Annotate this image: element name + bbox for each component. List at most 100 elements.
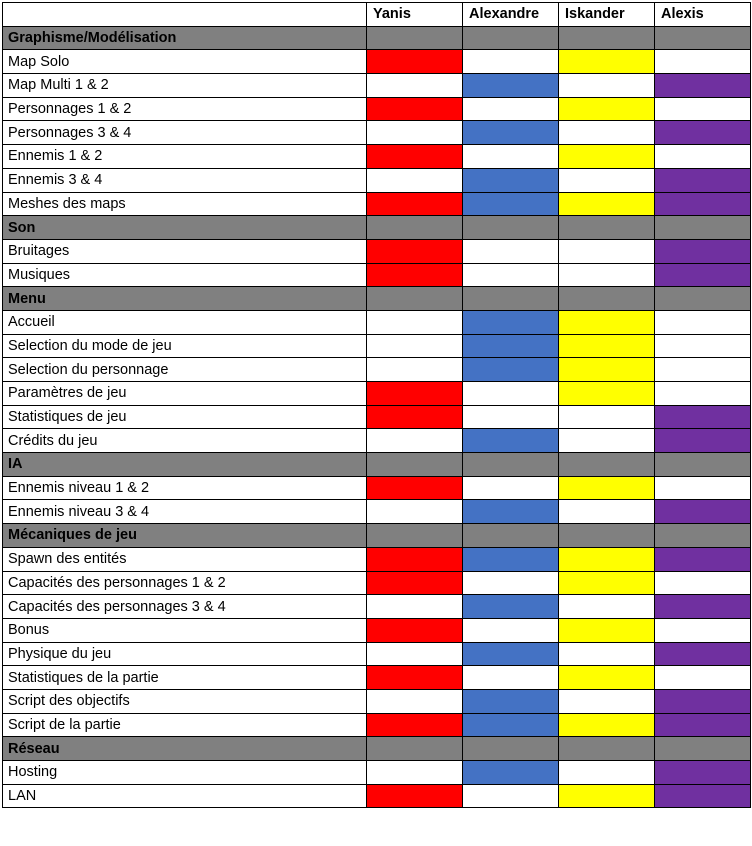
assignment-cell-alexandre (462, 523, 559, 548)
table-row: LAN (2, 783, 751, 809)
assignment-cell-alexandre (462, 167, 559, 193)
task-label: Crédits du jeu (2, 428, 367, 454)
task-label: Selection du mode de jeu (2, 333, 367, 359)
table-body: Graphisme/Modélisation Map Solo Map Multi … (2, 25, 751, 809)
table-row: Spawn des entités (2, 546, 751, 572)
assignment-cell-alexandre (462, 712, 559, 738)
assignment-cell-yanis (366, 712, 463, 738)
assignment-cell-alexis (654, 49, 751, 75)
assignment-cell-alexis (654, 262, 751, 288)
assignment-cell-yanis (366, 594, 463, 619)
assignment-cell-alexandre (462, 215, 559, 240)
assignment-cell-iskander (558, 428, 655, 454)
assignment-cell-alexandre (462, 286, 559, 311)
section-label: Menu (2, 286, 367, 311)
section-row: Son (2, 215, 751, 240)
assignment-cell-alexis (654, 499, 751, 525)
assignment-cell-yanis (366, 73, 463, 98)
assignment-cell-yanis (366, 238, 463, 264)
assignment-cell-yanis (366, 286, 463, 311)
assignment-cell-yanis (366, 120, 463, 146)
task-label: Paramètres de jeu (2, 381, 367, 406)
assignment-cell-yanis (366, 570, 463, 596)
assignment-cell-iskander (558, 546, 655, 572)
section-row: Réseau (2, 736, 751, 761)
assignment-cell-alexandre (462, 665, 559, 690)
assignment-cell-alexandre (462, 452, 559, 477)
assignment-cell-yanis (366, 381, 463, 406)
table-row: Physique du jeu (2, 641, 751, 667)
assignment-cell-yanis (366, 309, 463, 335)
assignment-cell-yanis (366, 665, 463, 690)
task-label: Capacités des personnages 1 & 2 (2, 570, 367, 596)
assignment-cell-iskander (558, 73, 655, 98)
task-label: Capacités des personnages 3 & 4 (2, 594, 367, 619)
table-row: Selection du personnage (2, 357, 751, 382)
task-label: Script des objectifs (2, 688, 367, 714)
table-row: Crédits du jeu (2, 428, 751, 454)
assignment-cell-iskander (558, 452, 655, 477)
assignment-cell-alexis (654, 546, 751, 572)
assignment-cell-alexis (654, 238, 751, 264)
table-row: Meshes des maps (2, 191, 751, 217)
assignment-cell-alexandre (462, 309, 559, 335)
header-alexandre: Alexandre (462, 2, 559, 27)
assignment-cell-alexis (654, 594, 751, 619)
assignment-cell-yanis (366, 333, 463, 359)
assignment-cell-yanis (366, 760, 463, 785)
assignment-cell-alexis (654, 688, 751, 714)
table-row: Accueil (2, 309, 751, 335)
assignment-cell-yanis (366, 736, 463, 761)
header-corner (2, 2, 367, 27)
assignment-cell-iskander (558, 262, 655, 288)
assignment-cell-iskander (558, 712, 655, 738)
assignment-cell-iskander (558, 191, 655, 217)
assignment-cell-yanis (366, 167, 463, 193)
header-row: Yanis Alexandre Iskander Alexis (2, 2, 751, 27)
assignment-cell-iskander (558, 309, 655, 335)
assignment-cell-yanis (366, 25, 463, 51)
assignment-cell-iskander (558, 49, 655, 75)
assignment-cell-alexis (654, 452, 751, 477)
table-row: Personnages 1 & 2 (2, 96, 751, 122)
assignment-cell-alexandre (462, 570, 559, 596)
assignment-cell-alexis (654, 712, 751, 738)
section-label: Son (2, 215, 367, 240)
assignment-cell-iskander (558, 286, 655, 311)
task-label: Physique du jeu (2, 641, 367, 667)
assignment-cell-iskander (558, 215, 655, 240)
task-label: Musiques (2, 262, 367, 288)
table-row: Ennemis niveau 3 & 4 (2, 499, 751, 525)
table-row: Hosting (2, 760, 751, 785)
table-row: Capacités des personnages 3 & 4 (2, 594, 751, 619)
assignment-cell-iskander (558, 404, 655, 430)
section-row: Mécaniques de jeu (2, 523, 751, 548)
table-row: Paramètres de jeu (2, 381, 751, 406)
assignment-cell-alexandre (462, 49, 559, 75)
section-row: Menu (2, 286, 751, 311)
task-label: Hosting (2, 760, 367, 785)
table-row: Ennemis 1 & 2 (2, 144, 751, 169)
assignment-cell-yanis (366, 452, 463, 477)
assignment-cell-iskander (558, 167, 655, 193)
assignment-cell-iskander (558, 238, 655, 264)
assignment-cell-alexis (654, 309, 751, 335)
assignment-cell-yanis (366, 357, 463, 382)
assignment-cell-alexandre (462, 96, 559, 122)
assignment-cell-iskander (558, 688, 655, 714)
task-label: Ennemis niveau 3 & 4 (2, 499, 367, 525)
assignment-cell-iskander (558, 570, 655, 596)
assignment-cell-alexis (654, 120, 751, 146)
table-row: Selection du mode de jeu (2, 333, 751, 359)
task-label: Personnages 1 & 2 (2, 96, 367, 122)
assignment-cell-alexandre (462, 262, 559, 288)
assignment-cell-alexis (654, 73, 751, 98)
assignment-cell-iskander (558, 96, 655, 122)
task-label: Statistiques de jeu (2, 404, 367, 430)
assignment-cell-alexandre (462, 594, 559, 619)
assignment-cell-yanis (366, 96, 463, 122)
assignment-cell-alexandre (462, 475, 559, 501)
table-row: Script de la partie (2, 712, 751, 738)
table-row: Ennemis 3 & 4 (2, 167, 751, 193)
assignment-cell-iskander (558, 475, 655, 501)
